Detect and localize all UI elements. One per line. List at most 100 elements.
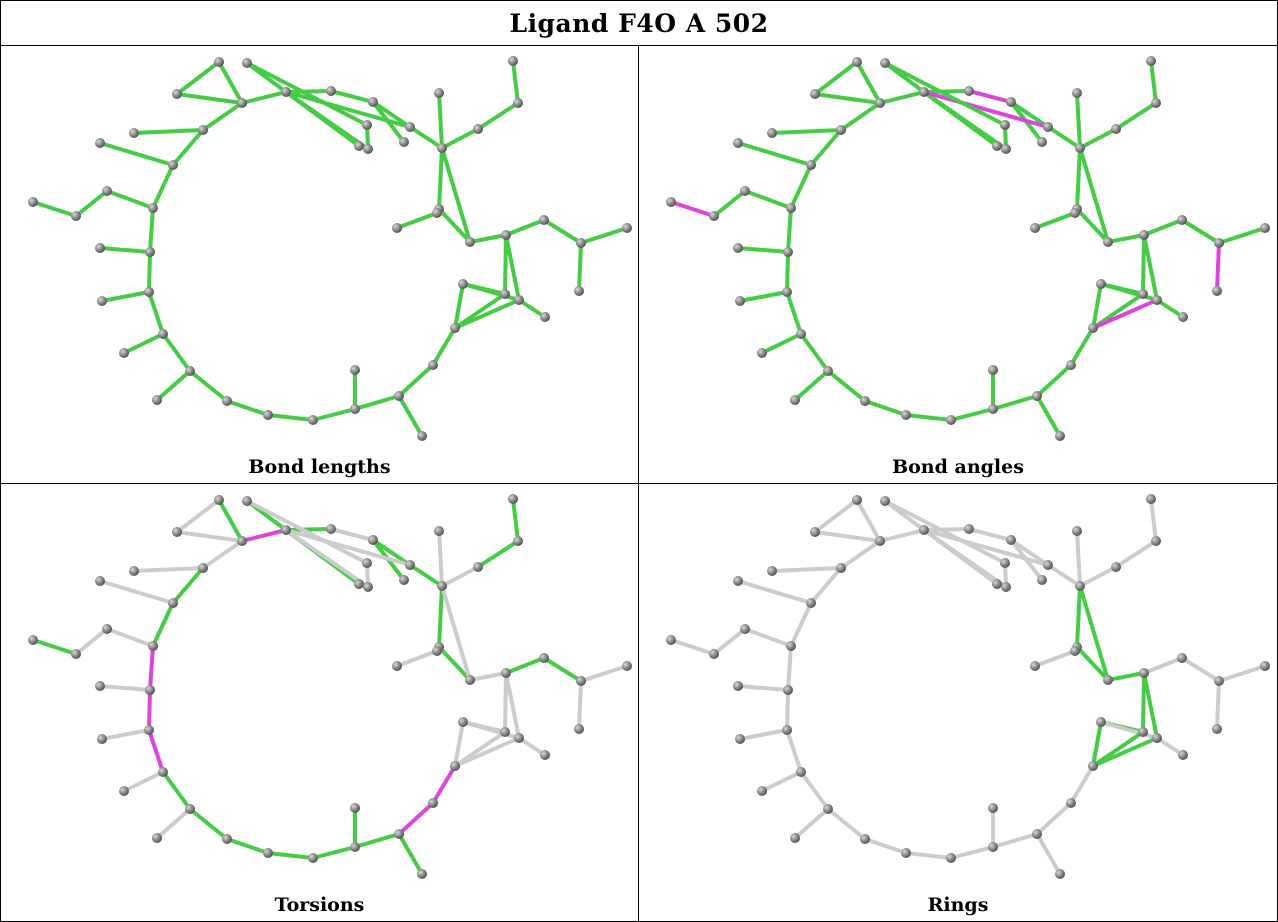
- bond: [503, 671, 508, 734]
- bond: [991, 832, 1039, 849]
- atom: [214, 57, 224, 67]
- bond: [949, 845, 995, 860]
- bond: [793, 807, 830, 840]
- panel-caption: Bond angles: [892, 456, 1024, 478]
- atom: [992, 141, 1002, 151]
- bond: [31, 200, 78, 218]
- bond: [1046, 563, 1082, 588]
- bond: [105, 627, 155, 648]
- bond: [105, 189, 155, 210]
- bond: [1075, 584, 1082, 649]
- bond: [284, 90, 412, 129]
- bond: [175, 92, 244, 105]
- atom: [919, 525, 929, 535]
- atom: [242, 496, 252, 506]
- bond: [1180, 218, 1221, 245]
- bond: [743, 189, 793, 210]
- atom: [458, 717, 468, 727]
- bond: [1035, 394, 1062, 438]
- bond: [74, 189, 109, 218]
- atom: [354, 579, 364, 589]
- bond: [266, 851, 315, 860]
- atom: [576, 676, 586, 686]
- bond: [503, 233, 508, 296]
- bond: [786, 206, 793, 254]
- atom: [1043, 560, 1053, 570]
- atom: [450, 761, 460, 771]
- atom: [740, 624, 750, 634]
- atom: [95, 576, 105, 586]
- bond: [122, 332, 165, 355]
- atom: [782, 725, 792, 735]
- bond: [813, 60, 859, 96]
- atom: [363, 582, 373, 592]
- bond: [922, 90, 1050, 129]
- atom: [836, 563, 846, 573]
- bond: [245, 61, 369, 127]
- atom: [392, 661, 402, 671]
- atom: [172, 89, 182, 99]
- bond: [100, 728, 151, 741]
- bond: [1099, 720, 1159, 740]
- atom: [1138, 727, 1148, 737]
- bond: [883, 61, 1007, 127]
- bond: [760, 770, 803, 793]
- bond: [1217, 664, 1267, 683]
- atom: [222, 834, 232, 844]
- bond: [311, 407, 357, 422]
- atom: [1030, 223, 1040, 233]
- bond: [504, 218, 546, 237]
- atom: [1037, 137, 1047, 147]
- bond: [967, 89, 1013, 104]
- bond: [813, 92, 882, 105]
- atom: [574, 286, 584, 296]
- bond: [201, 539, 244, 570]
- molecule-diagram: [28, 56, 632, 441]
- atom: [281, 87, 291, 97]
- atom: [308, 853, 318, 863]
- bond: [839, 539, 882, 570]
- bond: [98, 684, 152, 692]
- bond: [408, 563, 444, 588]
- atom: [263, 410, 273, 420]
- molecule-diagram: [28, 494, 632, 879]
- atom: [513, 98, 523, 108]
- bond: [148, 206, 155, 254]
- bond: [577, 679, 583, 731]
- atom: [95, 681, 105, 691]
- bond: [284, 527, 333, 532]
- atom: [539, 653, 549, 663]
- bond: [904, 851, 953, 860]
- atom: [129, 566, 139, 576]
- bond: [855, 498, 882, 543]
- atom: [901, 848, 911, 858]
- bond: [922, 89, 971, 94]
- atom: [992, 579, 1002, 589]
- atom: [735, 296, 745, 306]
- bond: [770, 128, 843, 135]
- bond: [1141, 233, 1146, 296]
- atom: [767, 566, 777, 576]
- bond: [151, 601, 175, 648]
- bond: [122, 770, 165, 793]
- bond: [397, 394, 424, 438]
- bond: [353, 832, 401, 849]
- bond: [31, 638, 78, 656]
- bond: [440, 584, 472, 682]
- atom: [735, 734, 745, 744]
- atom: [28, 635, 38, 645]
- bond: [1091, 282, 1103, 330]
- atom: [363, 144, 373, 154]
- atom: [1000, 120, 1010, 130]
- bond: [738, 728, 789, 741]
- atom: [514, 733, 524, 743]
- bond: [712, 189, 747, 218]
- atom: [473, 124, 483, 134]
- bond: [100, 290, 151, 303]
- bond: [175, 60, 221, 96]
- bond: [922, 528, 1050, 567]
- bond: [461, 282, 521, 302]
- atom: [434, 88, 444, 98]
- bond: [785, 250, 790, 294]
- bond: [809, 566, 843, 605]
